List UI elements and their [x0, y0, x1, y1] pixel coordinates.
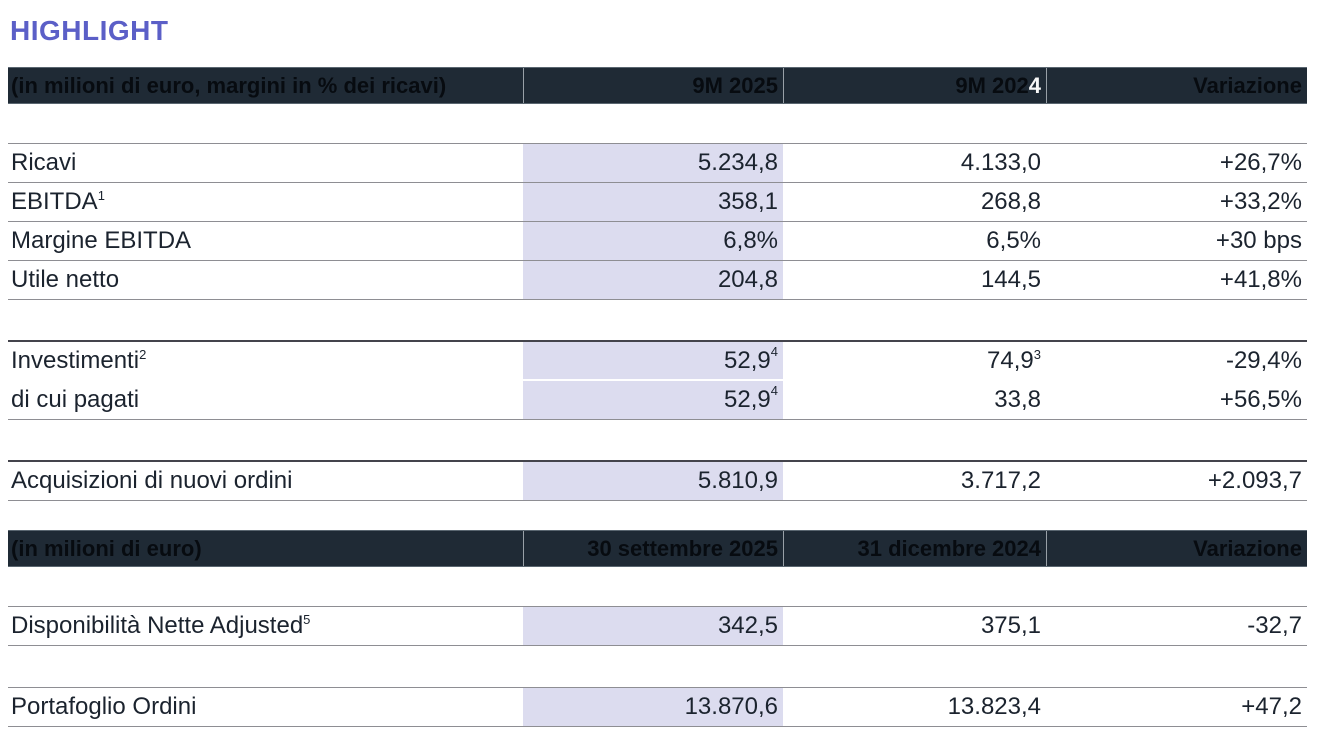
cell-9m2024: 6,5% — [986, 227, 1041, 254]
cell-9m2025: 52,9 4 — [523, 342, 783, 379]
row-label: Margine EBITDA — [11, 227, 192, 254]
table-9m-results: (in milioni di euro, margini in % dei ri… — [8, 67, 1307, 501]
table-row-utile-netto: Utile netto 204,8 144,5 +41,8% — [8, 261, 1307, 300]
row-label: Utile netto — [11, 266, 120, 293]
cell-variazione: -32,7 — [1247, 612, 1302, 639]
cell-variazione: +33,2% — [1219, 188, 1302, 215]
footnote-ref: 5 — [303, 612, 311, 627]
table-row-investimenti: Investimenti2 52,9 4 74,93 -29,4% — [8, 342, 1307, 381]
table2-header-col-variazione: Variazione — [1046, 531, 1307, 566]
cell-dic2024: 13.823,4 — [947, 693, 1041, 720]
cell-9m2024: 3.717,2 — [960, 467, 1041, 494]
spacer-row — [8, 646, 1307, 688]
row-label: Portafoglio Ordini — [11, 693, 197, 720]
spacer-row — [8, 420, 1307, 462]
cell-variazione: +2.093,7 — [1207, 467, 1302, 494]
spacer-row — [8, 104, 1307, 144]
cell-set2025: 13.870,6 — [523, 688, 783, 726]
cell-variazione: +47,2 — [1241, 693, 1302, 720]
table1-header-row: (in milioni di euro, margini in % dei ri… — [8, 67, 1307, 104]
cell-9m2025: 5.810,9 — [523, 462, 783, 500]
table1-header-col-9m2025: 9M 2025 — [523, 68, 783, 103]
table2-header-label: (in milioni di euro) — [11, 535, 202, 561]
table-row-margine-ebitda: Margine EBITDA 6,8% 6,5% +30 bps — [8, 222, 1307, 261]
cell-variazione: -29,4% — [1225, 346, 1302, 374]
header-9m2024-main: 9M 202 — [955, 72, 1029, 98]
cell-variazione: +26,7% — [1219, 149, 1302, 176]
table1-header-col-variazione: Variazione — [1046, 68, 1307, 103]
row-label: di cui pagati — [11, 386, 140, 413]
page-title: HIGHLIGHT — [10, 15, 169, 46]
cell-9m2025: 6,8% — [523, 222, 783, 260]
row-label: EBITDA1 — [11, 188, 105, 215]
table-row-ricavi: Ricavi 5.234,8 4.133,0 +26,7% — [8, 144, 1307, 183]
footnote-ref: 3 — [1033, 346, 1041, 362]
table-row-portafoglio-ordini: Portafoglio Ordini 13.870,6 13.823,4 +47… — [8, 688, 1307, 727]
cell-9m2024: 268,8 — [980, 188, 1041, 215]
cell-9m2025: 204,8 — [523, 261, 783, 299]
cell-dic2024: 375,1 — [980, 612, 1041, 639]
cell-9m2025: 52,9 4 — [523, 381, 783, 419]
spacer-row — [8, 300, 1307, 342]
table2-header-col-set2025: 30 settembre 2025 — [523, 531, 783, 566]
header-9m2024-accent-digit: 4 — [1028, 72, 1041, 98]
table-row-ebitda: EBITDA1 358,1 268,8 +33,2% — [8, 183, 1307, 222]
cell-9m2024: 33,8 — [994, 386, 1041, 413]
table2-header-col-dic2024: 31 dicembre 2024 — [783, 531, 1046, 566]
cell-9m2025: 5.234,8 — [523, 144, 783, 182]
footnote-ref: 2 — [139, 346, 147, 362]
cell-9m2024: 4.133,0 — [960, 149, 1041, 176]
table-balance-position: (in milioni di euro) 30 settembre 2025 3… — [8, 530, 1307, 727]
table1-header-col-9m2024: 9M 202 4 — [783, 68, 1046, 103]
cell-9m2024: 74,93 — [987, 346, 1041, 374]
cell-variazione: +41,8% — [1219, 266, 1302, 293]
spacer-row — [8, 567, 1307, 607]
cell-9m2025: 358,1 — [523, 183, 783, 221]
cell-9m2024: 144,5 — [980, 266, 1041, 293]
table-row-disponibilita-nette: Disponibilità Nette Adjusted5 342,5 375,… — [8, 607, 1307, 646]
table-row-di-cui-pagati: di cui pagati 52,9 4 33,8 +56,5% — [8, 381, 1307, 420]
row-label: Investimenti2 — [11, 346, 147, 374]
cell-variazione: +56,5% — [1219, 386, 1302, 413]
table1-header-label: (in milioni di euro, margini in % dei ri… — [11, 72, 447, 98]
row-label: Acquisizioni di nuovi ordini — [11, 467, 293, 494]
cell-set2025: 342,5 — [523, 607, 783, 645]
table2-header-row: (in milioni di euro) 30 settembre 2025 3… — [8, 530, 1307, 567]
footnote-ref: 1 — [97, 188, 105, 203]
table-row-acquisizioni-ordini: Acquisizioni di nuovi ordini 5.810,9 3.7… — [8, 462, 1307, 501]
cell-variazione: +30 bps — [1215, 227, 1302, 254]
row-label: Disponibilità Nette Adjusted5 — [11, 612, 311, 639]
section-gap — [0, 501, 1330, 530]
row-label: Ricavi — [11, 149, 77, 176]
